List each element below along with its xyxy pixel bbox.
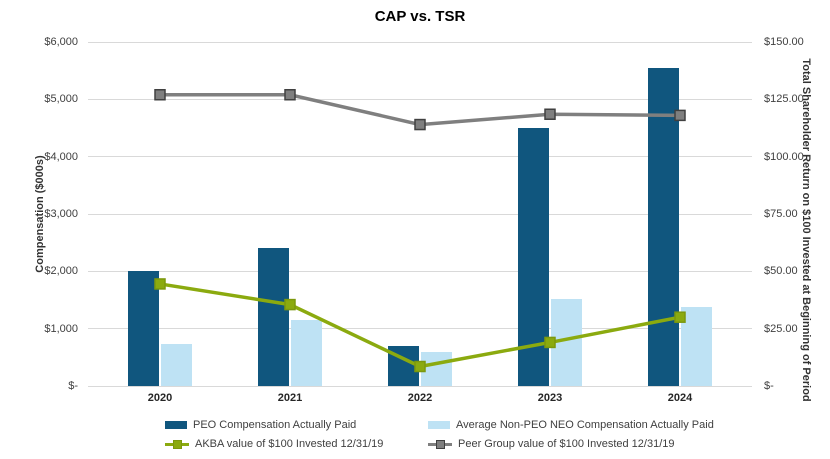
x-axis-label-2020: 2020 [147, 392, 173, 404]
gridline [88, 213, 752, 215]
right-axis-tick: $- [764, 380, 774, 392]
legend-item-akba-tsr: AKBA value of $100 Invested 12/31/19 [165, 437, 383, 451]
legend-swatch-peer-line-icon [428, 439, 452, 449]
bar-neo-cap-2022 [421, 351, 452, 386]
bar-peo-cap-2021 [258, 248, 289, 386]
bar-peo-cap-2023 [518, 128, 549, 386]
legend-label-akba-tsr: AKBA value of $100 Invested 12/31/19 [195, 438, 384, 450]
chart-title: CAP vs. TSR [374, 8, 466, 25]
left-axis-tick: $3,000 [44, 208, 78, 220]
bar-peo-cap-2022 [388, 346, 419, 386]
bar-neo-cap-2024 [681, 307, 712, 386]
right-axis-tick: $100.00 [764, 150, 804, 163]
legend-swatch-peo-bar-icon [165, 421, 187, 429]
gridline [88, 270, 752, 272]
gridline [88, 41, 752, 43]
left-axis-tick: $2,000 [44, 265, 78, 278]
legend-label-neo-compensation: Average Non-PEO NEO Compensation Actuall… [456, 419, 714, 431]
right-axis-tick: $150.00 [764, 36, 804, 48]
legend-item-peer-group-tsr: Peer Group value of $100 Invested 12/31/… [428, 437, 675, 451]
legend-label-peo-compensation: PEO Compensation Actually Paid [193, 419, 357, 431]
x-axis-label-2022: 2022 [407, 392, 433, 404]
legend-swatch-akba-line-icon [165, 439, 189, 449]
left-axis-tick: $5,000 [44, 93, 78, 106]
bar-neo-cap-2020 [161, 344, 192, 386]
gridline [88, 385, 752, 387]
left-axis-tick: $- [68, 380, 78, 392]
bar-peo-cap-2020 [128, 271, 159, 386]
x-axis-label-2021: 2021 [277, 392, 303, 404]
bar-neo-cap-2023 [551, 298, 582, 386]
right-axis-tick: $75.00 [764, 208, 798, 220]
x-axis-label-2024: 2024 [667, 392, 693, 404]
legend-swatch-neo-bar-icon [428, 421, 450, 429]
legend-item-peo-compensation: PEO Compensation Actually Paid [165, 418, 356, 432]
left-axis-tick: $6,000 [44, 36, 78, 48]
x-axis-label-2023: 2023 [537, 392, 563, 404]
bar-peo-cap-2024 [648, 67, 679, 386]
bar-neo-cap-2021 [291, 320, 322, 386]
gridline [88, 156, 752, 158]
legend-item-neo-compensation: Average Non-PEO NEO Compensation Actuall… [428, 418, 714, 432]
left-axis-tick: $1,000 [44, 322, 78, 335]
left-axis-tick: $4,000 [44, 150, 78, 163]
right-axis-tick: $50.00 [764, 265, 798, 278]
legend-label-peer-group-tsr: Peer Group value of $100 Invested 12/31/… [458, 438, 675, 450]
right-axis-tick: $25.00 [764, 322, 798, 335]
right-axis-tick: $125.00 [764, 93, 804, 106]
